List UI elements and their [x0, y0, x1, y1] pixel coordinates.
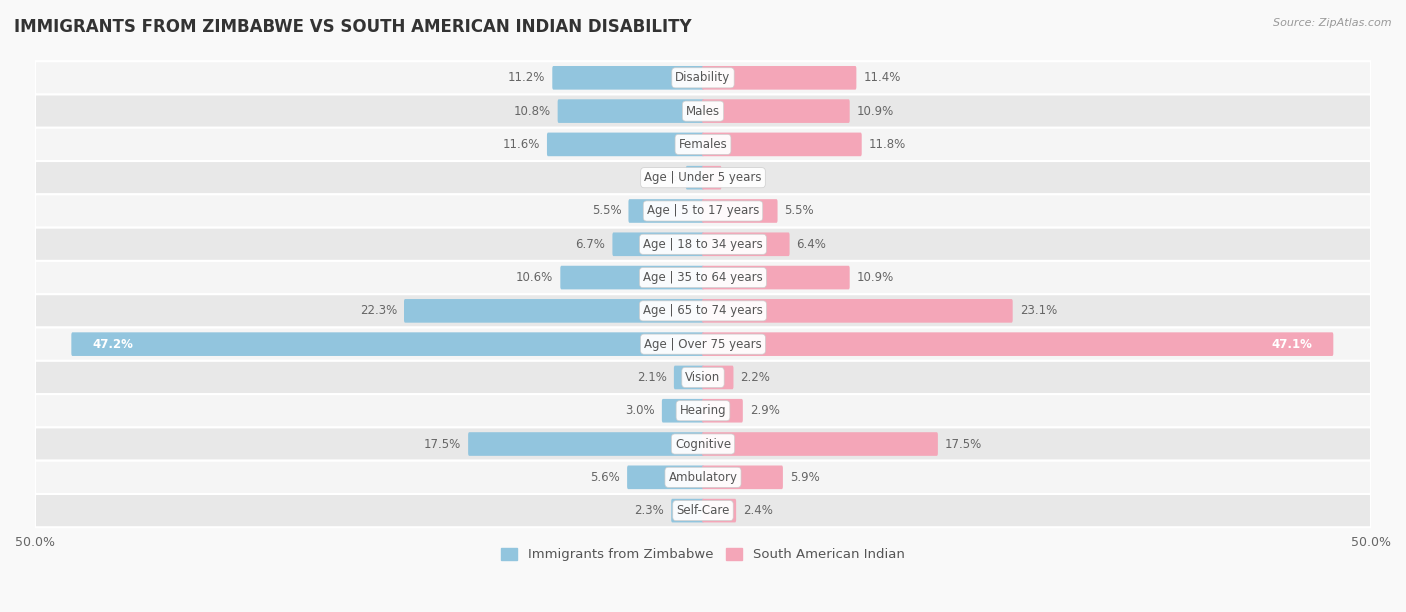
FancyBboxPatch shape: [35, 261, 1371, 294]
Text: Hearing: Hearing: [679, 405, 727, 417]
FancyBboxPatch shape: [613, 233, 704, 256]
FancyBboxPatch shape: [35, 128, 1371, 161]
FancyBboxPatch shape: [702, 233, 790, 256]
FancyBboxPatch shape: [35, 394, 1371, 427]
Text: Females: Females: [679, 138, 727, 151]
Text: 17.5%: 17.5%: [945, 438, 981, 450]
FancyBboxPatch shape: [702, 166, 721, 190]
Text: Age | Over 75 years: Age | Over 75 years: [644, 338, 762, 351]
Text: Age | 35 to 64 years: Age | 35 to 64 years: [643, 271, 763, 284]
FancyBboxPatch shape: [686, 166, 704, 190]
Text: 2.3%: 2.3%: [634, 504, 664, 517]
FancyBboxPatch shape: [702, 365, 734, 389]
FancyBboxPatch shape: [404, 299, 704, 323]
Text: 17.5%: 17.5%: [425, 438, 461, 450]
FancyBboxPatch shape: [35, 161, 1371, 195]
Text: 10.9%: 10.9%: [856, 105, 894, 118]
Text: 10.9%: 10.9%: [856, 271, 894, 284]
Text: Age | Under 5 years: Age | Under 5 years: [644, 171, 762, 184]
Text: 22.3%: 22.3%: [360, 304, 396, 318]
FancyBboxPatch shape: [558, 99, 704, 123]
Text: 5.5%: 5.5%: [785, 204, 814, 217]
Text: 11.6%: 11.6%: [502, 138, 540, 151]
FancyBboxPatch shape: [35, 195, 1371, 228]
Text: 2.9%: 2.9%: [749, 405, 780, 417]
Text: Age | 65 to 74 years: Age | 65 to 74 years: [643, 304, 763, 318]
FancyBboxPatch shape: [702, 133, 862, 156]
Text: 6.4%: 6.4%: [797, 238, 827, 251]
Text: 11.8%: 11.8%: [869, 138, 905, 151]
FancyBboxPatch shape: [662, 399, 704, 422]
Text: 5.9%: 5.9%: [790, 471, 820, 484]
Text: 10.8%: 10.8%: [513, 105, 551, 118]
Text: Source: ZipAtlas.com: Source: ZipAtlas.com: [1274, 18, 1392, 28]
FancyBboxPatch shape: [702, 66, 856, 89]
FancyBboxPatch shape: [702, 332, 1333, 356]
FancyBboxPatch shape: [35, 94, 1371, 128]
Text: 10.6%: 10.6%: [516, 271, 554, 284]
Text: IMMIGRANTS FROM ZIMBABWE VS SOUTH AMERICAN INDIAN DISABILITY: IMMIGRANTS FROM ZIMBABWE VS SOUTH AMERIC…: [14, 18, 692, 36]
FancyBboxPatch shape: [35, 361, 1371, 394]
FancyBboxPatch shape: [35, 61, 1371, 94]
FancyBboxPatch shape: [702, 199, 778, 223]
FancyBboxPatch shape: [628, 199, 704, 223]
Text: 5.6%: 5.6%: [591, 471, 620, 484]
Legend: Immigrants from Zimbabwe, South American Indian: Immigrants from Zimbabwe, South American…: [496, 543, 910, 567]
FancyBboxPatch shape: [35, 228, 1371, 261]
Text: 2.4%: 2.4%: [744, 504, 773, 517]
Text: 11.2%: 11.2%: [508, 72, 546, 84]
Text: 6.7%: 6.7%: [575, 238, 606, 251]
FancyBboxPatch shape: [561, 266, 704, 289]
FancyBboxPatch shape: [702, 499, 737, 523]
Text: Males: Males: [686, 105, 720, 118]
FancyBboxPatch shape: [702, 99, 849, 123]
Text: 5.5%: 5.5%: [592, 204, 621, 217]
FancyBboxPatch shape: [627, 466, 704, 489]
FancyBboxPatch shape: [35, 494, 1371, 528]
FancyBboxPatch shape: [702, 299, 1012, 323]
FancyBboxPatch shape: [673, 365, 704, 389]
Text: 23.1%: 23.1%: [1019, 304, 1057, 318]
Text: 47.2%: 47.2%: [93, 338, 134, 351]
Text: Age | 18 to 34 years: Age | 18 to 34 years: [643, 238, 763, 251]
FancyBboxPatch shape: [72, 332, 704, 356]
Text: 2.1%: 2.1%: [637, 371, 666, 384]
FancyBboxPatch shape: [702, 432, 938, 456]
FancyBboxPatch shape: [35, 327, 1371, 361]
FancyBboxPatch shape: [35, 461, 1371, 494]
FancyBboxPatch shape: [702, 399, 742, 422]
FancyBboxPatch shape: [35, 294, 1371, 327]
FancyBboxPatch shape: [671, 499, 704, 523]
Text: Vision: Vision: [685, 371, 721, 384]
Text: Age | 5 to 17 years: Age | 5 to 17 years: [647, 204, 759, 217]
Text: Self-Care: Self-Care: [676, 504, 730, 517]
Text: Ambulatory: Ambulatory: [668, 471, 738, 484]
FancyBboxPatch shape: [702, 466, 783, 489]
Text: Cognitive: Cognitive: [675, 438, 731, 450]
FancyBboxPatch shape: [553, 66, 704, 89]
Text: 2.2%: 2.2%: [741, 371, 770, 384]
FancyBboxPatch shape: [702, 266, 849, 289]
Text: 11.4%: 11.4%: [863, 72, 901, 84]
Text: 3.0%: 3.0%: [626, 405, 655, 417]
Text: 47.1%: 47.1%: [1271, 338, 1312, 351]
Text: Disability: Disability: [675, 72, 731, 84]
FancyBboxPatch shape: [547, 133, 704, 156]
Text: 1.3%: 1.3%: [728, 171, 758, 184]
FancyBboxPatch shape: [468, 432, 704, 456]
FancyBboxPatch shape: [35, 427, 1371, 461]
Text: 1.2%: 1.2%: [650, 171, 679, 184]
